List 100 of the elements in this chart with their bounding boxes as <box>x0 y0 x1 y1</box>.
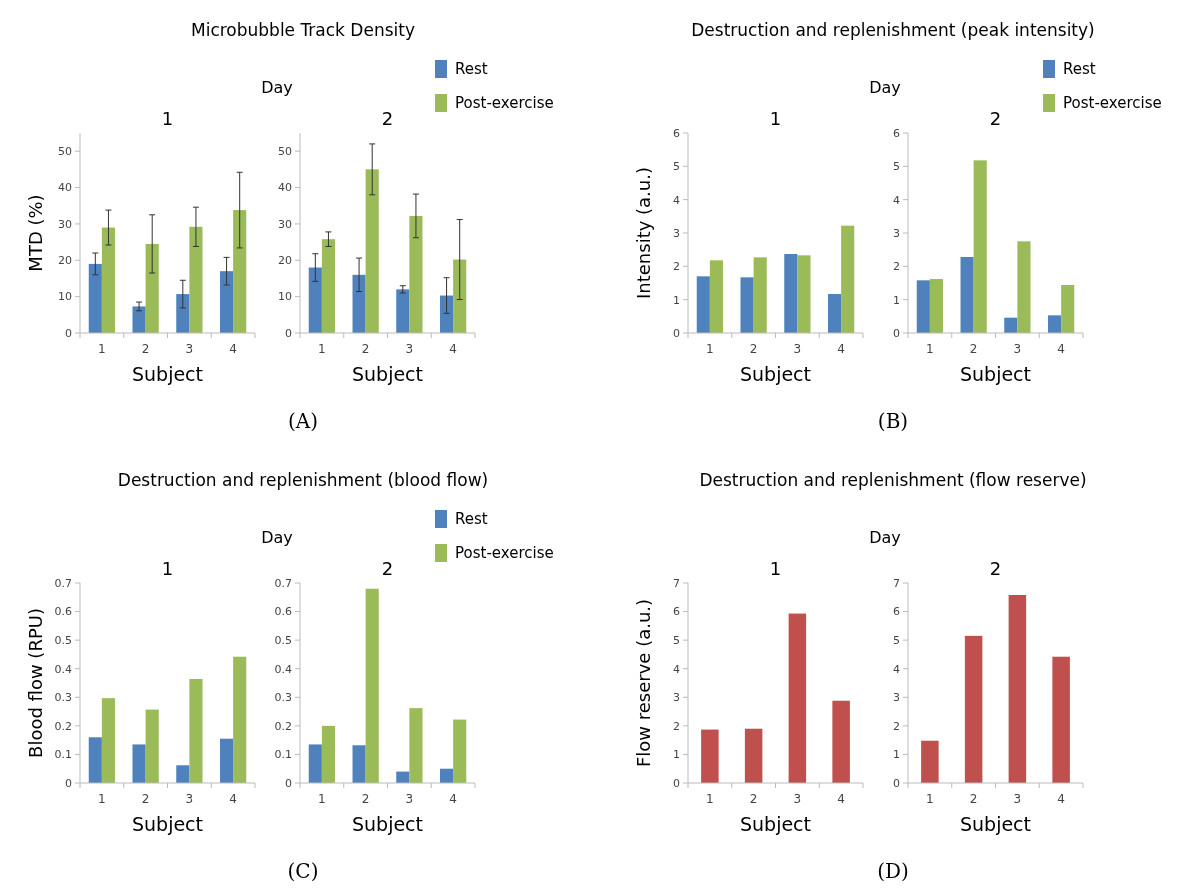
x-tick-label: 3 <box>1013 342 1022 356</box>
legend-label: Rest <box>455 60 488 78</box>
x-tick-label: 1 <box>706 792 714 806</box>
text: Microbubble Track Density <box>190 20 416 40</box>
y-tick-label: 0.3 <box>274 691 292 705</box>
text: Day <box>869 78 901 97</box>
x-tick-label: 4 <box>229 342 237 356</box>
x-tick-label: 1 <box>318 792 326 806</box>
y-tick-label: 6 <box>893 126 900 140</box>
bar <box>841 225 855 333</box>
bar <box>176 294 190 333</box>
y-tick-label: 7 <box>673 576 680 590</box>
text: (B) <box>877 409 909 433</box>
y-tick-label: 2 <box>893 719 900 733</box>
y-tick-label: 50 <box>58 145 72 159</box>
y-tick-label: 6 <box>893 605 900 619</box>
y-tick-label: 0.4 <box>54 662 72 676</box>
y-tick-label: 40 <box>58 181 72 195</box>
text: Destruction and replenishment (flow reserve) <box>699 470 1087 490</box>
y-tick-label: 10 <box>58 290 72 304</box>
bar <box>784 254 798 333</box>
x-tick-label: 3 <box>793 342 802 356</box>
bar <box>453 719 467 783</box>
bar <box>740 277 754 333</box>
bar <box>409 215 423 333</box>
bar <box>744 728 763 783</box>
x-tick-label: 4 <box>449 342 457 356</box>
bar <box>308 744 322 783</box>
x-tick-label: 2 <box>749 792 758 806</box>
text: (A) <box>287 409 319 433</box>
chart-title: 1 <box>769 558 782 579</box>
y-tick-label: 5 <box>893 160 900 174</box>
bar <box>1061 285 1075 333</box>
chart-title: 2 <box>381 108 394 129</box>
x-tick-label: 3 <box>793 792 802 806</box>
bar <box>176 765 190 783</box>
legend-label: Post-exercise <box>455 94 554 112</box>
bar <box>709 260 723 333</box>
bar <box>233 656 247 783</box>
y-tick-label: 3 <box>893 691 900 705</box>
legend-label: Rest <box>455 510 488 528</box>
x-tick-label: 4 <box>837 792 845 806</box>
text: Day <box>261 78 293 97</box>
chart-title: 1 <box>161 108 174 129</box>
x-axis-title: Subject <box>959 813 1032 835</box>
text: (D) <box>877 859 909 883</box>
x-tick-label: 2 <box>141 342 150 356</box>
bar <box>409 708 423 783</box>
bar <box>440 768 454 783</box>
y-tick-label: 5 <box>673 160 680 174</box>
text: Day <box>869 528 901 547</box>
y-tick-label: 0.2 <box>54 719 72 733</box>
x-tick-label: 1 <box>926 342 934 356</box>
x-tick-label: 1 <box>98 342 106 356</box>
x-axis-title: Subject <box>131 813 204 835</box>
y-tick-label: 0.1 <box>54 748 72 762</box>
bar <box>453 259 467 333</box>
bar <box>101 227 115 333</box>
y-tick-label: 4 <box>893 662 900 676</box>
bar <box>440 295 454 333</box>
y-tick-label: 40 <box>278 181 292 195</box>
y-axis-title: Intensity (a.u.) <box>633 167 654 299</box>
bar <box>132 306 146 333</box>
bar <box>88 737 102 783</box>
x-tick-label: 4 <box>229 792 237 806</box>
y-tick-label: 0 <box>673 776 680 790</box>
y-axis-title: MTD (%) <box>25 194 46 272</box>
x-tick-label: 4 <box>1057 792 1065 806</box>
x-tick-label: 2 <box>969 342 978 356</box>
y-tick-label: 0.5 <box>274 633 292 647</box>
y-tick-label: 1 <box>893 293 900 307</box>
y-tick-label: 4 <box>673 662 680 676</box>
legend-label: Post-exercise <box>455 544 554 562</box>
y-tick-label: 1 <box>893 748 900 762</box>
y-axis-title: Flow reserve (a.u.) <box>633 598 654 768</box>
y-tick-label: 0.5 <box>54 633 72 647</box>
bar <box>321 239 335 333</box>
y-tick-label: 3 <box>673 226 680 240</box>
bar <box>696 276 710 333</box>
x-tick-label: 4 <box>1057 342 1065 356</box>
x-tick-label: 3 <box>185 342 194 356</box>
x-tick-label: 2 <box>749 342 758 356</box>
y-tick-label: 0.7 <box>274 576 292 590</box>
x-axis-title: Subject <box>351 813 424 835</box>
x-axis-title: Subject <box>959 363 1032 385</box>
text: Day <box>261 528 293 547</box>
y-tick-label: 30 <box>278 217 292 231</box>
bar <box>189 679 203 783</box>
text: Destruction and replenishment (peak intensity) <box>691 20 1095 40</box>
bar <box>308 267 322 333</box>
bar <box>753 257 767 333</box>
y-tick-label: 30 <box>58 217 72 231</box>
y-axis-title: Blood flow (RPU) <box>25 608 46 758</box>
x-axis-title: Subject <box>351 363 424 385</box>
y-tick-label: 7 <box>893 576 900 590</box>
bar <box>1052 656 1070 783</box>
y-tick-label: 2 <box>673 719 680 733</box>
x-axis-title: Subject <box>131 363 204 385</box>
x-axis-title: Subject <box>739 813 812 835</box>
y-tick-label: 50 <box>278 145 292 159</box>
